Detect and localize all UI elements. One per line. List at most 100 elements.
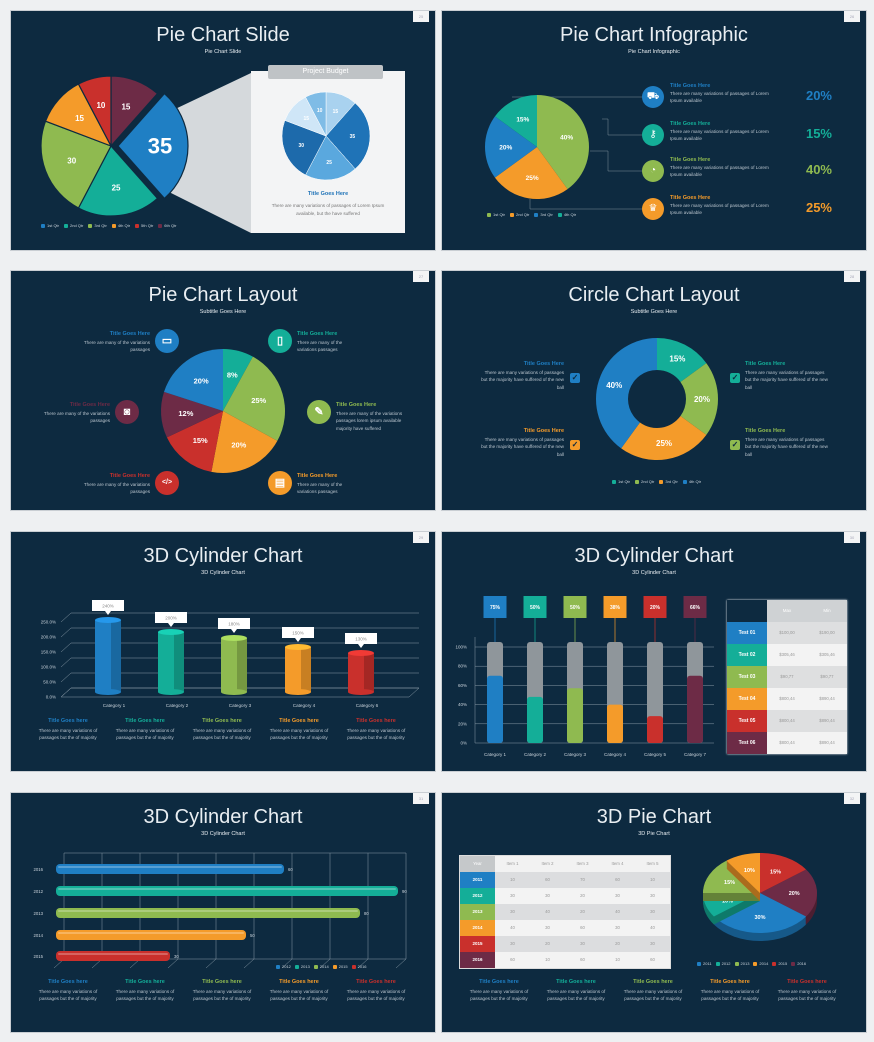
legend-swatch [294,964,299,969]
bar-top [158,629,184,635]
table-cell: $890,44 [807,732,847,754]
slide[interactable]: 32 3D Pie Chart 3D Pie Chart 15% 20% 30% 10% 15… [441,792,867,1033]
legend-label: 2013 [740,961,750,966]
legend-swatch [351,964,356,969]
info-text: There are many variations of passages bu… [546,989,606,1002]
checkbox-icon[interactable]: ✓ [730,373,740,383]
info-title: Title Goes Here [109,331,150,337]
bar [56,951,170,961]
callout-header: Project Budget [268,65,383,79]
table-cell: 30 [635,936,670,952]
pie-data-label: 15% [193,436,208,445]
slide[interactable]: 25 Pie Chart Slide Pie Chart Slide 15 35 25 30… [10,10,436,251]
data-label-box [282,627,314,638]
table-cell: $190,00 [807,622,847,644]
bar-base [95,689,121,695]
pie-slice [596,338,657,449]
pie-slice [223,356,285,441]
legend-label: 2014 [319,964,329,969]
legend-item: 2016 [791,961,806,966]
legend-item: 1st Qtr [41,223,59,228]
slide-subtitle: Pie Chart Slide [204,49,242,55]
info-block: Title Goes Here There are many of the var… [297,331,357,354]
table-cell: $800,44 [767,710,807,732]
slide-title: 3D Pie Chart [596,806,712,828]
gridline-side [60,642,72,653]
legend-label: 2015 [338,964,348,969]
bar [607,704,623,743]
table-row-label: 2015 [460,936,495,952]
table-cell: 30 [600,920,635,936]
info-block: Title Goes Here There are many variations… [479,428,564,458]
bar-top [221,635,247,641]
slide-title: Pie Chart Slide [156,24,290,46]
checkbox-icon[interactable]: ✓ [730,440,740,450]
slide[interactable]: 29 3D Cylinder Chart 3D Cylinder Chart 0.0%… [10,531,436,772]
legend-swatch [88,223,93,228]
table-cell: 30 [565,936,600,952]
pie-slice [305,91,327,137]
table-cell: $305,46 [767,644,807,666]
info-text: There are many variations of passages of… [670,129,769,142]
bar [487,675,503,743]
pie-slice [494,95,537,147]
legend-label: 1st Qtr [47,223,60,228]
table-cell: 30 [635,888,670,904]
slide[interactable]: 26 Pie Chart Infographic Pie Chart Infogra… [441,10,867,251]
pie-slice [161,391,223,438]
table-header-row: Max Min [727,600,847,622]
info-title: Title Goes Here [670,83,711,89]
slide-number: 32 [844,793,860,804]
table-cell: 20 [565,888,600,904]
bar-highlight [58,866,282,868]
data-label: 90 [402,889,407,894]
info-title: Title Goes Here [670,157,711,163]
legend-item: 2011 [697,961,712,966]
slide[interactable]: 31 3D Cylinder Chart 3D Cylinder Chart 60 20… [10,792,436,1033]
data-label-box [155,612,187,623]
pie-data-label: 20% [694,395,710,404]
legend-swatch [64,223,69,228]
info-block: Title Goes Here There are many variations… [479,361,564,391]
chart-canvas: 15% 20% 25% 40% [596,338,718,460]
info-title: Title Goes Here [336,402,377,408]
legend-swatch [753,961,758,966]
table-cell: $890,44 [807,688,847,710]
slide[interactable]: 30 3D Cylinder Chart 3D Cylinder Chart 0% 20… [441,531,867,772]
pie-data-label: 12% [178,409,193,418]
checkbox-icon[interactable]: ✓ [570,373,580,383]
pie-slice [164,349,223,411]
slide[interactable]: 28 Circle Chart Layout Subtitle Goes Here 1… [441,270,867,511]
legend-swatch [487,212,491,217]
pie-data-label: 20% [231,440,246,449]
chart-canvas: 40% 25% 20% 15% [485,95,642,210]
pie-data-label: 10 [96,101,105,110]
bar-shade [174,632,184,692]
chart-canvas: 8% 25% 20% 15% 12% 20% [161,349,285,473]
slide-subtitle: 3D Cylinder Chart [201,570,245,576]
bar-highlight [58,953,168,955]
checkbox-icon[interactable]: ✓ [570,440,580,450]
info-text: There are many variations of passages bu… [623,989,683,1002]
bar-highlight [58,888,396,890]
legend-item: 4th Qtr [682,479,701,484]
info-block: Title Goes Here There are many variations… [745,361,830,391]
slide-subtitle: Subtitle Goes Here [199,309,247,315]
phone-icon: ▯ [268,329,292,353]
chart-legend: 2012 2013 2014 2015 2016 [276,964,367,969]
gridline-side [60,627,72,638]
chart-canvas: 0.0% 50.0% 100.0% 150.0% 200.0% 250.0% 240% Cat… [41,600,420,708]
slide-title: 3D Cylinder Chart [143,545,303,567]
table-cell: 40 [530,904,565,920]
connector-line [602,118,642,136]
table-cell: 30 [495,888,530,904]
gridline-side [60,672,72,683]
info-block: Title Goes here There are many variations… [31,979,105,1003]
legend-swatch [682,479,687,484]
slide[interactable]: 27 Pie Chart Layout Subtitle Goes Here 8% 25… [10,270,436,511]
info-title: Title Goes here [356,718,396,724]
legend-swatch [659,479,664,484]
legend-item: 3rd Qtr [534,212,553,217]
info-title: Title Goes Here [297,331,338,337]
pie-data-label: 15% [516,116,529,123]
